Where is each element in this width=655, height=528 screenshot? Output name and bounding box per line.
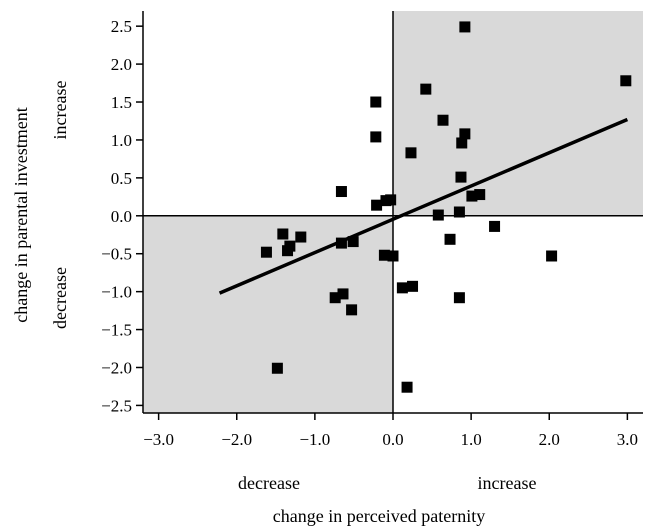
y-tick-label: 0.0: [111, 207, 132, 226]
data-point: [380, 195, 392, 207]
data-point: [437, 114, 449, 126]
data-point: [337, 288, 349, 300]
data-point: [295, 231, 307, 243]
data-point: [396, 282, 408, 294]
y-tick-label: −0.5: [101, 245, 132, 264]
data-point: [370, 96, 382, 108]
data-point: [277, 228, 289, 240]
y-tick-label: 1.0: [111, 131, 132, 150]
data-point: [620, 75, 632, 87]
data-point: [459, 21, 471, 33]
data-point: [329, 292, 341, 304]
data-point: [466, 190, 478, 202]
data-point: [444, 233, 456, 245]
x-axis-title: change in perceived paternity: [273, 506, 485, 526]
x-tick-label: −1.0: [299, 430, 330, 449]
y-tick-label: −1.5: [101, 321, 132, 340]
x-tick-label: 1.0: [461, 430, 482, 449]
data-point: [371, 199, 383, 211]
y-tick-label: 0.5: [111, 169, 132, 188]
data-point: [459, 128, 471, 140]
data-point: [346, 304, 358, 316]
data-point: [405, 147, 417, 159]
data-point: [271, 362, 283, 374]
data-point: [335, 237, 347, 249]
data-point: [455, 171, 467, 183]
data-point: [370, 131, 382, 143]
y-tick-label: −2.0: [101, 358, 132, 377]
data-point: [456, 137, 468, 149]
y-tick-label: 1.5: [111, 93, 132, 112]
data-point: [401, 381, 413, 393]
data-point: [546, 250, 558, 262]
y-tick-label: −1.0: [101, 283, 132, 302]
data-point: [420, 83, 432, 95]
data-point: [453, 292, 465, 304]
data-point: [260, 246, 272, 258]
data-point: [474, 189, 486, 201]
y-increase-label: increase: [50, 81, 70, 140]
y-tick-label: −2.5: [101, 396, 132, 415]
y-tick-label: 2.5: [111, 17, 132, 36]
y-tick-label: 2.0: [111, 55, 132, 74]
y-decrease-label: decrease: [50, 267, 70, 329]
shaded-quadrant-top-right: [393, 11, 643, 216]
x-tick-label: 0.0: [382, 430, 403, 449]
data-point: [282, 245, 294, 257]
x-increase-label: increase: [478, 473, 537, 493]
data-point: [489, 220, 501, 232]
x-tick-label: 3.0: [617, 430, 638, 449]
x-decrease-label: decrease: [238, 473, 300, 493]
data-point: [407, 280, 419, 292]
x-tick-label: −2.0: [221, 430, 252, 449]
data-point: [335, 186, 347, 198]
x-tick-label: −3.0: [143, 430, 174, 449]
data-point: [453, 206, 465, 218]
data-point: [432, 209, 444, 221]
regression-line: [218, 117, 629, 295]
data-point: [378, 249, 390, 261]
data-point: [347, 236, 359, 248]
y-axis-title: change in parental investment: [11, 107, 31, 322]
x-tick-label: 2.0: [539, 430, 560, 449]
